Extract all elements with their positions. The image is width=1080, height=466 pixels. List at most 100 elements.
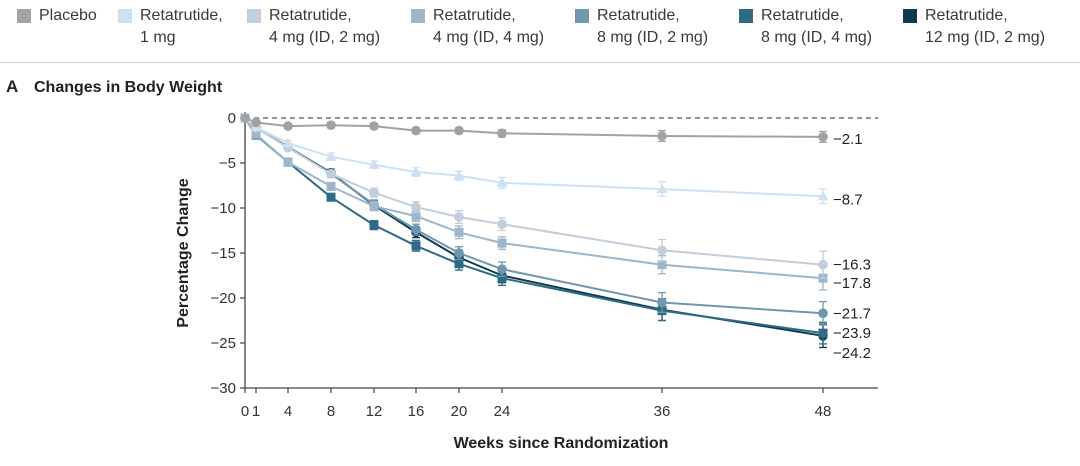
series-retatrutide-4-mg-id-2-mg	[240, 113, 828, 279]
point-retatrutide-1-mg-week-24	[496, 177, 508, 187]
series-line-retatrutide-4-mg-id-4-mg	[244, 117, 824, 280]
y-tick-label-20: −20	[211, 290, 236, 307]
legend-label-retatrutide-4-mg-id-2-mg: Retatrutide, 4 mg (ID, 2 mg)	[269, 7, 381, 46]
x-tick-label-week-48: 48	[815, 403, 832, 420]
x-tick-label-week-0: 0	[241, 403, 249, 420]
legend-label-retatrutide-1-mg: Retatrutide, 1 mg	[140, 7, 223, 46]
point-placebo-week-16	[411, 125, 421, 136]
point-retatrutide-4-mg-id-4-mg-week-1	[251, 129, 261, 139]
point-retatrutide-1-mg-week-36	[656, 183, 668, 194]
y-tick-label-15: −15	[211, 245, 236, 262]
legend-item-retatrutide-4-mg-id-4-mg: Retatrutide, 4 mg (ID, 4 mg)	[411, 5, 544, 49]
legend-item-retatrutide-8-mg-id-2-mg: Retatrutide, 8 mg (ID, 2 mg)	[575, 5, 708, 49]
legend: Placebo Retatrutide, 1 mg Retatrutide, 4 m…	[0, 0, 1080, 60]
legend-item-placebo: Placebo	[17, 5, 97, 27]
panel-letter: A	[6, 77, 19, 96]
point-retatrutide-4-mg-id-2-mg-week-24	[497, 219, 507, 229]
point-retatrutide-8-mg-id-2-mg-week-16	[411, 224, 421, 235]
end-label-retatrutide-4-mg-id-2-mg: −16.3	[833, 257, 871, 274]
x-tick-label-week-1: 1	[252, 403, 260, 420]
legend-label-retatrutide-4-mg-id-4-mg: Retatrutide, 4 mg (ID, 4 mg)	[433, 7, 545, 46]
legend-label-retatrutide-8-mg-id-4-mg: Retatrutide, 8 mg (ID, 4 mg)	[761, 7, 873, 46]
point-retatrutide-8-mg-id-2-mg-week-48	[818, 308, 828, 319]
point-retatrutide-1-mg-week-12	[368, 159, 380, 169]
x-tick-label-week-20: 20	[451, 403, 468, 420]
point-retatrutide-8-mg-id-2-mg-week-36	[657, 297, 667, 308]
legend-divider	[0, 62, 1080, 63]
point-retatrutide-4-mg-id-4-mg-week-8	[326, 181, 336, 191]
y-tick-label-25: −25	[211, 335, 236, 352]
x-tick-label-week-12: 12	[366, 403, 383, 420]
point-placebo-week-24	[497, 128, 507, 139]
series-line-retatrutide-1-mg	[244, 117, 824, 198]
panel-heading: A Changes in Body Weight	[6, 77, 222, 97]
end-label-retatrutide-12-mg-id-2-mg: −24.2	[833, 345, 871, 362]
point-retatrutide-8-mg-id-2-mg-week-20	[454, 248, 464, 258]
point-placebo-week-20	[454, 125, 464, 136]
x-tick-label-week-4: 4	[284, 403, 292, 420]
legend-item-retatrutide-12-mg-id-2-mg: Retatrutide, 12 mg (ID, 2 mg)	[903, 5, 1045, 49]
y-axis-title: Percentage Change	[175, 178, 192, 327]
point-retatrutide-8-mg-id-4-mg-week-24	[497, 273, 507, 283]
chart-title: Changes in Body Weight	[34, 79, 223, 96]
y-axis-ticks: 0 −5 −10 −15 −20 −25 −30	[211, 110, 245, 397]
series-retatrutide-1-mg	[239, 112, 829, 205]
point-retatrutide-1-mg-week-4	[282, 137, 294, 148]
point-retatrutide-4-mg-id-2-mg-week-8	[326, 169, 336, 179]
point-placebo-week-4	[283, 121, 293, 131]
point-retatrutide-4-mg-id-2-mg-week-36	[657, 245, 667, 256]
point-retatrutide-8-mg-id-2-mg-week-24	[497, 264, 507, 275]
point-retatrutide-4-mg-id-4-mg-week-24	[497, 238, 507, 248]
point-retatrutide-4-mg-id-4-mg-week-4	[283, 157, 293, 167]
point-retatrutide-4-mg-id-2-mg-week-48	[818, 259, 828, 270]
point-retatrutide-4-mg-id-4-mg-week-20	[454, 227, 464, 237]
point-retatrutide-4-mg-id-2-mg-week-20	[454, 212, 464, 222]
legend-swatch-retatrutide-12-mg-id-2-mg	[903, 9, 917, 23]
point-placebo-week-36	[657, 131, 667, 141]
y-tick-label-5: −5	[219, 155, 236, 172]
series-placebo	[240, 113, 828, 143]
legend-swatch-retatrutide-4-mg-id-4-mg	[411, 9, 425, 23]
point-retatrutide-1-mg-week-20	[453, 170, 465, 180]
end-label-retatrutide-8-mg-id-4-mg: −23.9	[833, 325, 871, 342]
legend-item-retatrutide-1-mg: Retatrutide, 1 mg	[118, 5, 223, 49]
point-retatrutide-4-mg-id-4-mg-week-36	[657, 260, 667, 270]
series-line-retatrutide-12-mg-id-2-mg	[244, 117, 824, 337]
point-retatrutide-1-mg-week-8	[325, 151, 337, 161]
y-tick-label-30: −30	[211, 380, 236, 397]
x-axis-title: Weeks since Randomization	[454, 435, 669, 452]
legend-item-retatrutide-4-mg-id-2-mg: Retatrutide, 4 mg (ID, 2 mg)	[247, 5, 380, 49]
point-placebo-week-1	[251, 117, 261, 128]
point-retatrutide-8-mg-id-4-mg-week-12	[369, 220, 379, 230]
point-placebo-week-12	[369, 121, 379, 131]
point-retatrutide-8-mg-id-4-mg-week-8	[326, 192, 336, 202]
point-retatrutide-4-mg-id-2-mg-week-16	[411, 202, 421, 212]
point-retatrutide-4-mg-id-4-mg-week-16	[411, 211, 421, 221]
legend-label-retatrutide-12-mg-id-2-mg: Retatrutide, 12 mg (ID, 2 mg)	[925, 7, 1046, 46]
legend-swatch-placebo	[17, 9, 31, 23]
point-retatrutide-4-mg-id-4-mg-week-12	[369, 201, 379, 211]
end-label-retatrutide-1-mg: −8.7	[833, 191, 863, 208]
plot-series	[239, 112, 829, 349]
legend-swatch-retatrutide-8-mg-id-4-mg	[739, 9, 753, 23]
end-label-retatrutide-8-mg-id-2-mg: −21.7	[833, 305, 871, 322]
point-retatrutide-1-mg-week-16	[410, 166, 422, 176]
x-tick-label-week-8: 8	[327, 403, 335, 420]
legend-swatch-retatrutide-1-mg	[118, 9, 132, 23]
x-tick-label-week-16: 16	[408, 403, 425, 420]
x-tick-label-week-36: 36	[654, 403, 671, 420]
point-placebo-week-8	[326, 120, 336, 130]
end-label-placebo: −2.1	[833, 131, 863, 148]
x-tick-label-week-24: 24	[494, 403, 511, 420]
y-tick-label-10: −10	[211, 200, 236, 217]
legend-swatch-retatrutide-8-mg-id-2-mg	[575, 9, 589, 23]
y-tick-label-0: 0	[228, 110, 236, 127]
point-retatrutide-1-mg-week-48	[817, 190, 829, 201]
series-line-retatrutide-4-mg-id-2-mg	[244, 117, 824, 266]
legend-label-retatrutide-8-mg-id-2-mg: Retatrutide, 8 mg (ID, 2 mg)	[597, 7, 709, 46]
point-placebo-week-0	[240, 113, 250, 123]
x-axis-ticks: 0 1 4 8 12 16 20 24 36 48	[241, 388, 832, 420]
point-retatrutide-8-mg-id-4-mg-week-48	[818, 328, 828, 338]
legend-label-placebo: Placebo	[39, 7, 97, 24]
